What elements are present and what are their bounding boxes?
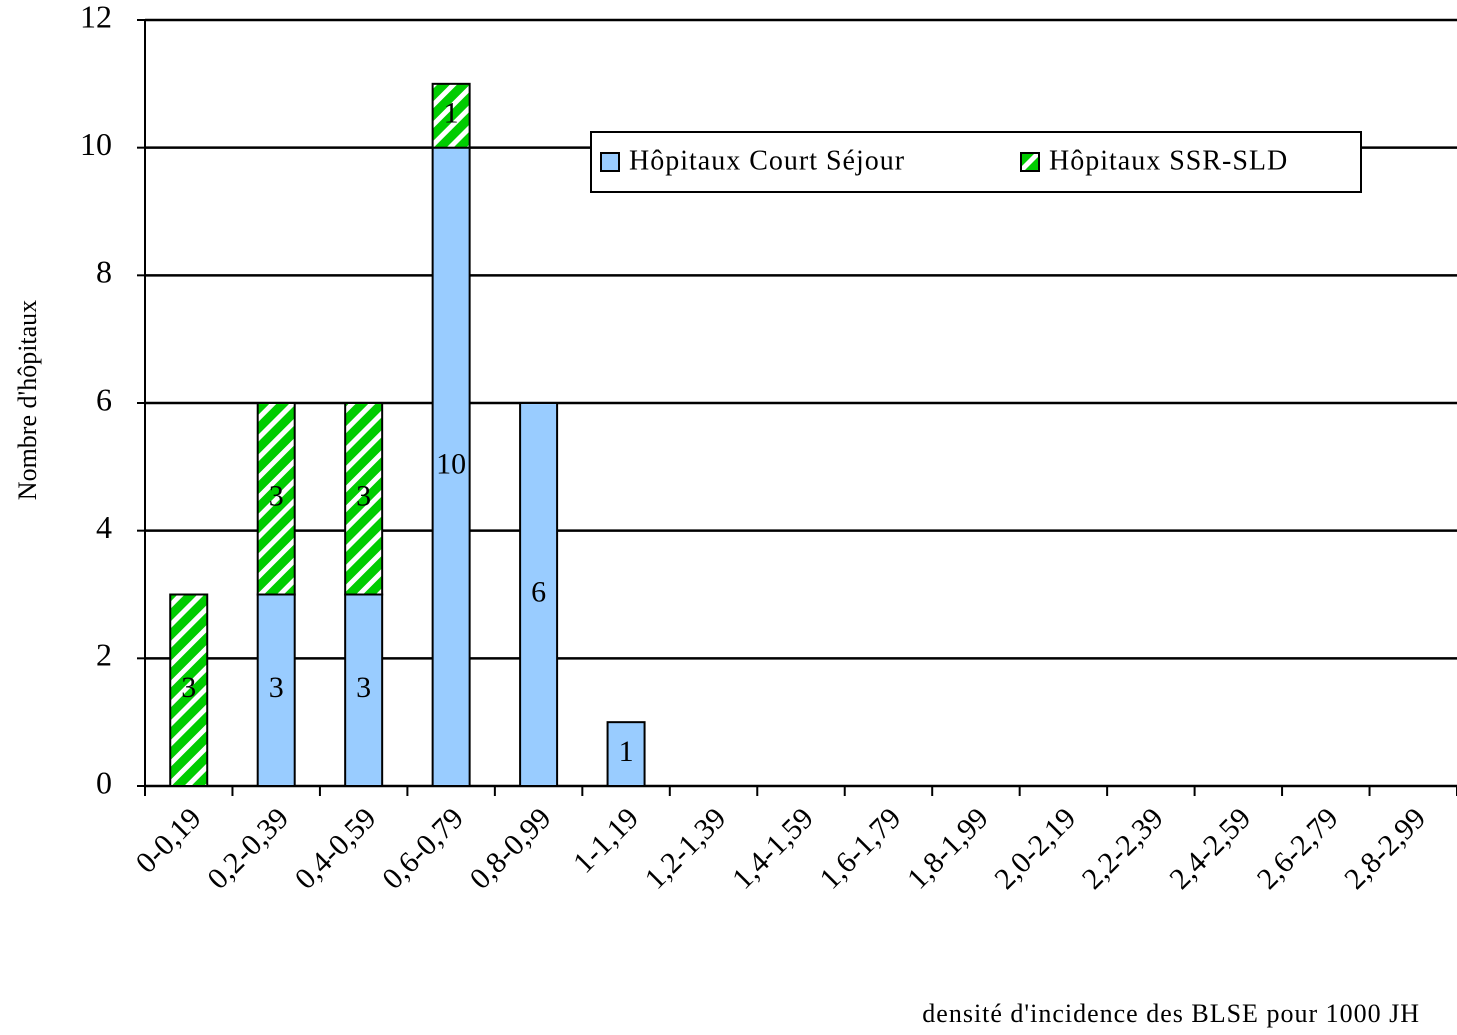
x-tick-label: 2,4-2,59 — [1163, 802, 1257, 896]
legend-label: Hôpitaux SSR-SLD — [1049, 145, 1288, 176]
y-tick-label: 2 — [96, 637, 112, 673]
x-tick-label: 1-1,19 — [567, 802, 645, 880]
bar-segment — [344, 402, 384, 596]
x-tick-label: 1,8-1,99 — [901, 802, 995, 896]
y-tick-label: 6 — [96, 381, 112, 417]
x-tick-label: 1,4-1,59 — [726, 802, 820, 896]
data-label: 10 — [436, 448, 466, 481]
y-tick-label: 4 — [96, 509, 112, 545]
legend-swatch — [600, 152, 620, 172]
data-label: 3 — [356, 671, 371, 704]
bar-segment — [256, 593, 296, 787]
data-label: 3 — [356, 480, 371, 513]
bar-segment — [431, 146, 471, 787]
bar-segment — [431, 82, 471, 149]
x-tick-label: 1,6-1,79 — [813, 802, 907, 896]
y-tick-label: 8 — [96, 254, 112, 290]
data-label: 6 — [531, 575, 546, 608]
x-tick-label: 0,2-0,39 — [201, 802, 295, 896]
y-tick-label: 12 — [80, 0, 112, 34]
x-tick-label: 2,8-2,99 — [1338, 802, 1432, 896]
x-tick-label: 0-0,19 — [130, 802, 208, 880]
bar-segment — [519, 402, 559, 787]
x-tick-label: 1,2-1,39 — [638, 802, 732, 896]
y-tick-label: 10 — [80, 126, 112, 162]
x-tick-label: 0,6-0,79 — [376, 802, 470, 896]
y-tick-label: 0 — [96, 764, 112, 800]
x-axis-title: densité d'incidence des BLSE pour 1000 J… — [922, 999, 1420, 1028]
legend-swatch — [1020, 152, 1040, 172]
data-label: 1 — [619, 735, 634, 768]
x-tick-label: 0,4-0,59 — [289, 802, 383, 896]
x-tick-label: 2,2-2,39 — [1076, 802, 1170, 896]
x-tick-label: 2,0-2,19 — [988, 802, 1082, 896]
x-tick-label: 2,6-2,79 — [1251, 802, 1345, 896]
x-tick-label: 0,8-0,99 — [464, 802, 558, 896]
data-label: 3 — [269, 480, 284, 513]
y-axis-title: Nombre d'hôpitaux — [13, 300, 42, 500]
legend-box — [590, 131, 1362, 193]
legend-label: Hôpitaux Court Séjour — [629, 145, 905, 176]
data-label: 1 — [444, 97, 459, 130]
data-label: 3 — [269, 671, 284, 704]
bar-segment — [169, 593, 209, 787]
data-label: 3 — [181, 671, 196, 704]
bar-segment — [256, 402, 296, 596]
